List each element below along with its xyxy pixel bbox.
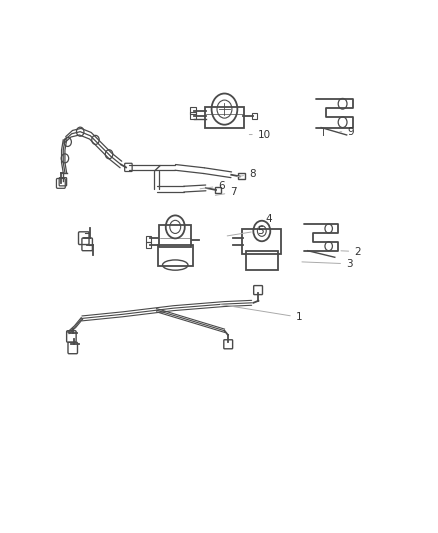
Text: 7: 7 bbox=[215, 188, 237, 197]
Text: 5: 5 bbox=[227, 225, 263, 236]
Text: 8: 8 bbox=[237, 169, 255, 179]
Text: 6: 6 bbox=[200, 181, 225, 191]
Text: 1: 1 bbox=[220, 304, 302, 322]
Text: 3: 3 bbox=[302, 259, 353, 269]
Text: 4: 4 bbox=[258, 214, 272, 227]
Text: 10: 10 bbox=[249, 130, 271, 140]
Text: 9: 9 bbox=[340, 127, 354, 138]
Text: 2: 2 bbox=[341, 247, 361, 256]
